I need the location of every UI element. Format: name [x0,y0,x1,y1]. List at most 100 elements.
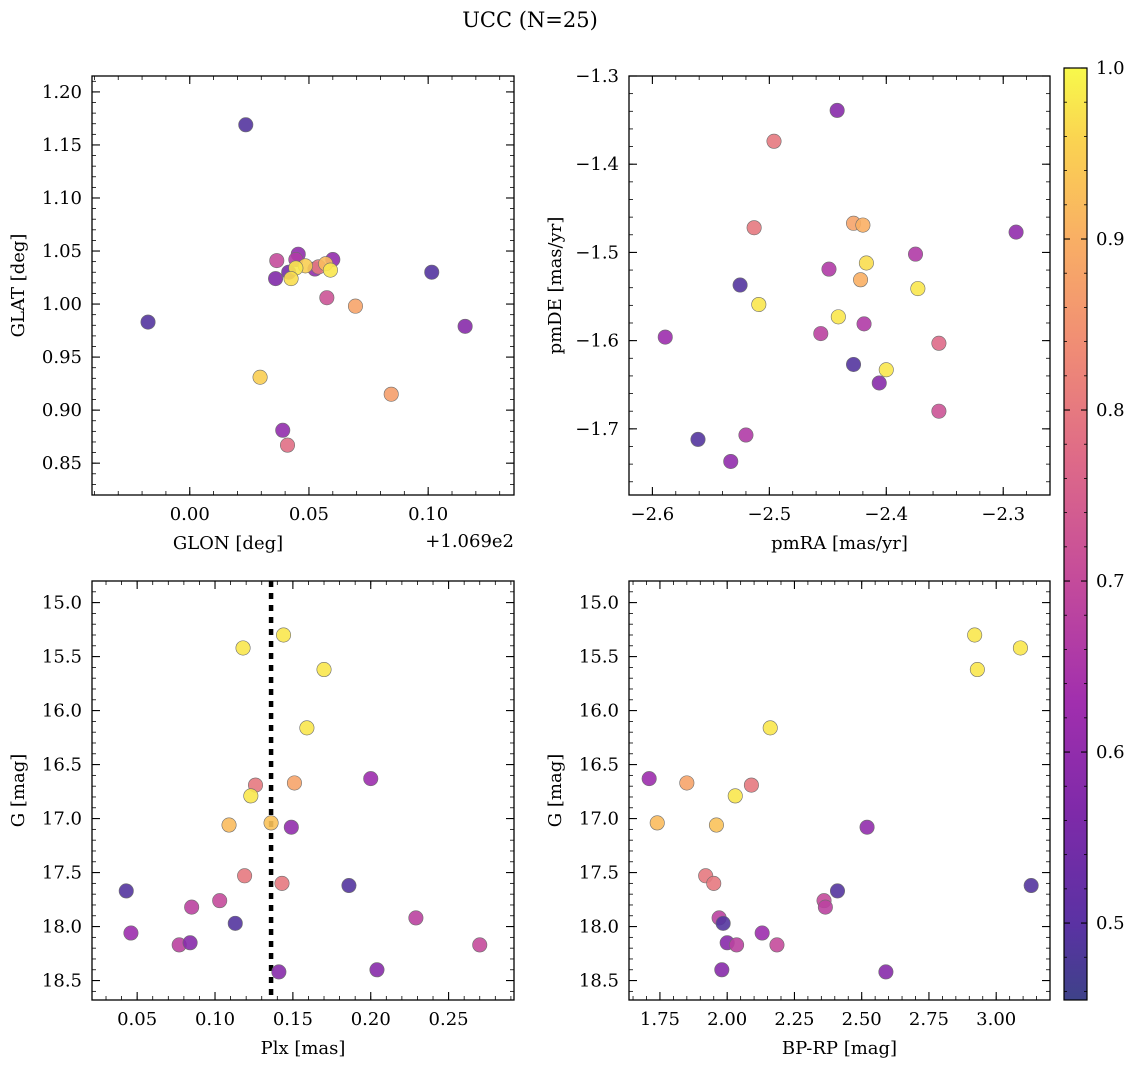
scatter-point [363,771,379,787]
x-tick-label: 2.50 [842,1009,882,1030]
scatter-point [878,964,894,980]
scatter-point [1008,224,1024,240]
scatter-point [853,272,869,288]
scatter-point [846,356,862,372]
scatter-point [275,422,291,438]
colorbar-tick-label: 0.6 [1096,742,1125,763]
scatter-point [212,893,228,909]
figure-title: UCC (N=25) [462,8,598,32]
x-tick-label: −2.3 [981,504,1025,525]
x-tick-label: 2.75 [909,1009,949,1030]
plot-frame [628,75,1051,496]
scatter-point [322,262,338,278]
x-axis-label: pmRA [mas/yr] [771,533,908,554]
scatter-point [118,883,134,899]
colorbar-tick-label: 0.5 [1096,913,1125,934]
x-tick-label: 3.00 [976,1009,1016,1030]
x-axis-label: Plx [mas] [261,1038,346,1059]
x-axis-label: GLON [deg] [173,533,283,554]
y-tick-label: 1.10 [42,188,82,209]
scatter-point [871,375,887,391]
scatter-point [878,362,894,378]
scatter-point [347,298,363,314]
scatter-point [813,326,829,342]
y-tick-label: 16.5 [42,755,82,776]
panel-top-left: 0.00 0.05 0.10 0.85 0.90 0.95 1.00 1.05 1.10 1.15… [8,75,515,554]
scatter-point [268,271,284,287]
plot-frame [91,580,515,1001]
scatter-point [706,875,722,891]
scatter-point [283,819,299,835]
scatter-point [319,290,335,306]
scatter-point [383,386,399,402]
scatter-point [727,788,743,804]
colorbar: 0.5 0.6 0.7 0.8 0.9 1.0 [1063,58,1125,1001]
scatter-point [856,316,872,332]
scatter-point [283,271,299,287]
scatter-point [274,875,290,891]
y-axis-label: pmDE [mas/yr] [545,217,566,355]
scatter-point [140,314,156,330]
scatter-point [369,962,385,978]
x-tick-label: 1.75 [640,1009,680,1030]
scatter-point [969,662,985,678]
scatter-point [908,246,924,262]
scatter-point [738,427,754,443]
x-tick-label: 0.20 [351,1009,391,1030]
scatter-point [708,817,724,833]
scatter-point [238,117,254,133]
scatter-point [858,255,874,271]
y-tick-label: 0.85 [42,453,82,474]
scatter-point [830,309,846,325]
y-tick-label: 16.0 [42,701,82,722]
y-tick-label: 16.0 [579,701,619,722]
y-tick-label: 15.0 [42,593,82,614]
y-tick-label: −1.5 [575,242,619,263]
scatter-point [276,627,292,643]
scatter-point [235,640,251,656]
y-tick-label: 1.20 [42,82,82,103]
scatter-point [1012,640,1028,656]
scatter-point [1023,878,1039,894]
scatter-point [859,819,875,835]
scatter-point [641,771,657,787]
x-tick-label: 0.05 [289,504,329,525]
y-tick-label: 16.5 [579,755,619,776]
y-tick-label: 15.0 [579,593,619,614]
scatter-point [910,281,926,297]
scatter-point [855,217,871,233]
panel-bottom-right: 1.75 2.00 2.25 2.50 2.75 3.00 15.0 15.5 16.0 16.5… [545,580,1051,1059]
x-tick-label: −2.5 [747,504,791,525]
y-tick-label: −1.3 [575,66,619,87]
scatter-point [754,925,770,941]
scatter-point [690,431,706,447]
x-offset-label: +1.069e2 [425,531,514,552]
x-tick-label: 0.10 [195,1009,235,1030]
scatter-point [649,815,665,831]
scatter-point [766,133,782,149]
x-tick-label: 0.00 [170,504,210,525]
scatter-point [243,788,259,804]
y-tick-label: −1.6 [575,331,619,352]
scatter-point [316,662,332,678]
y-tick-label: 0.90 [42,400,82,421]
x-tick-label: −2.6 [631,504,675,525]
plot-frame [628,580,1051,1001]
scatter-point [269,253,285,269]
scatter-point [221,817,237,833]
panel-bottom-left: 0.05 0.10 0.15 0.20 0.25 15.0 15.5 16.0 16.5 17.0… [8,580,515,1059]
scatter-point [299,720,315,736]
scatter-point [341,878,357,894]
x-tick-label: 0.05 [117,1009,157,1030]
panels: 0.00 0.05 0.10 0.85 0.90 0.95 1.00 1.05 1.10 1.15… [8,66,1051,1059]
y-tick-label: −1.7 [575,419,619,440]
x-tick-label: 0.15 [273,1009,313,1030]
scatter-point [967,627,983,643]
scatter-point [769,937,785,953]
scatter-point [457,318,473,334]
y-axis-label: G [mag] [8,754,29,827]
scatter-point [271,964,287,980]
x-tick-label: 0.25 [429,1009,469,1030]
scatter-point [472,937,488,953]
